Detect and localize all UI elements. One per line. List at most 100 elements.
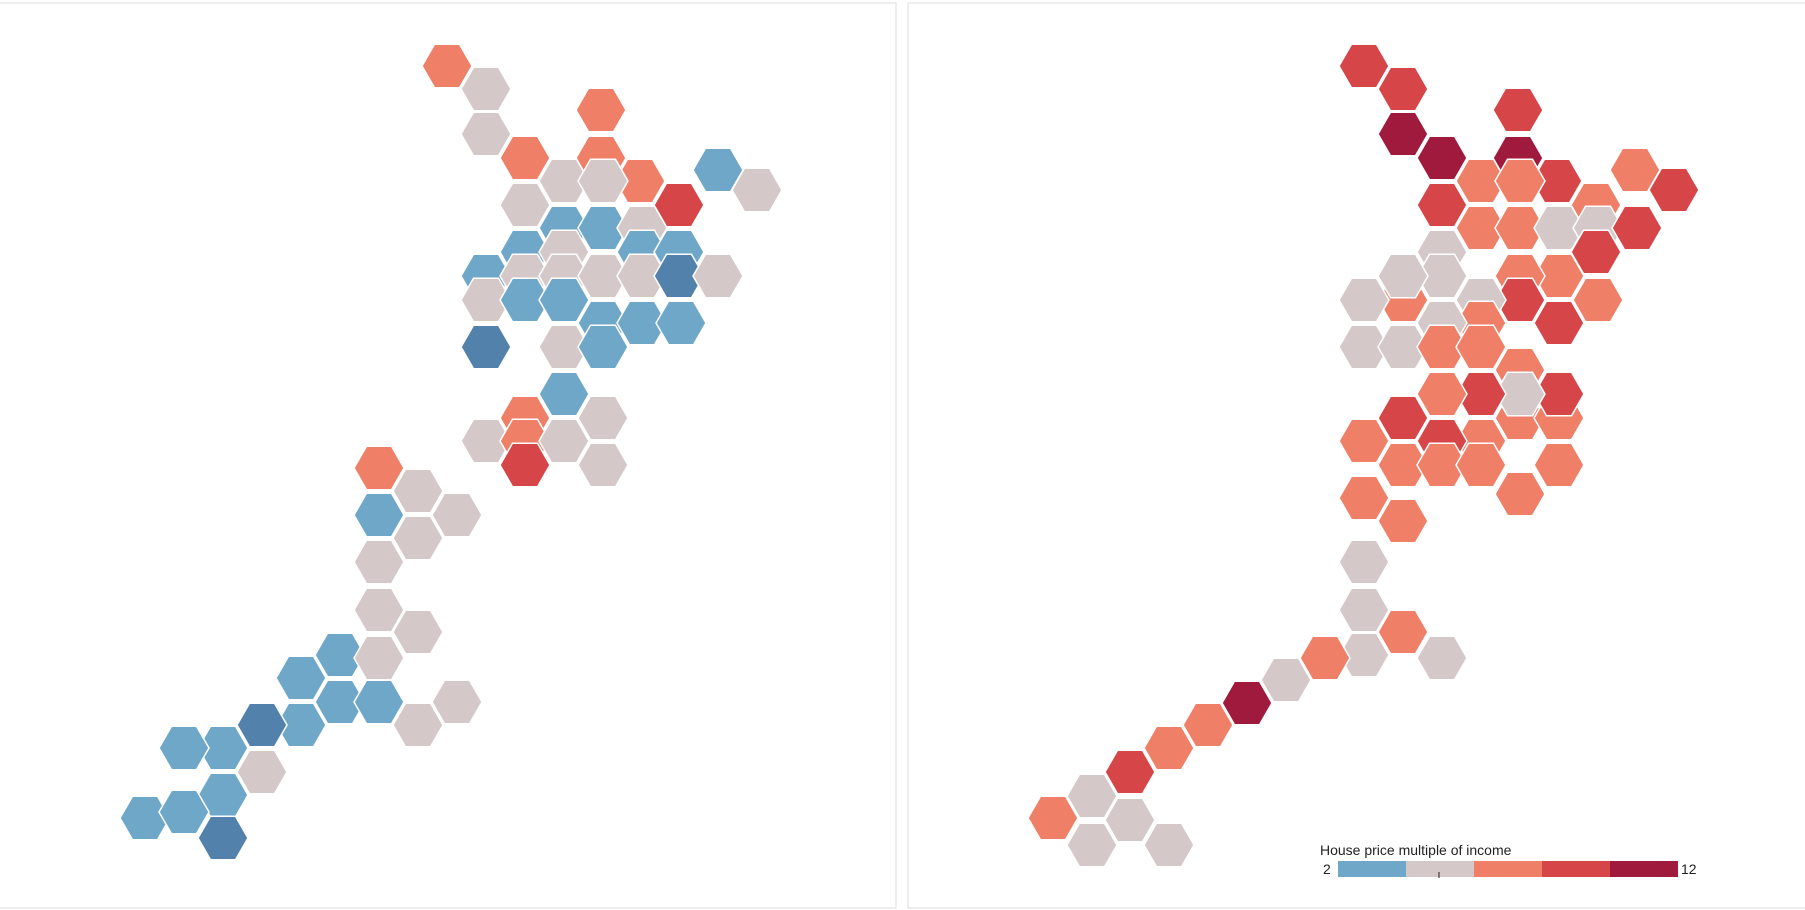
hex-tile	[353, 492, 405, 538]
hex-tile	[1338, 587, 1390, 633]
hex-tile	[1338, 324, 1390, 370]
hex-tile	[392, 468, 444, 514]
hex-tile	[1377, 66, 1429, 112]
hex-tile	[1377, 253, 1429, 299]
hex-tile	[538, 277, 590, 323]
legend-bin	[1610, 861, 1678, 877]
hex-tile	[499, 182, 551, 228]
hex-tile	[236, 749, 288, 795]
legend-bin	[1474, 861, 1542, 877]
hex-tile	[1338, 418, 1390, 464]
hex-tile	[577, 395, 629, 441]
hex-tile	[460, 111, 512, 157]
hex-tile	[431, 679, 483, 725]
hex-tile	[1455, 442, 1507, 488]
hex-tile	[538, 418, 590, 464]
hex-tile	[1533, 442, 1585, 488]
legend: House price multiple of income 2 12	[1320, 842, 1697, 878]
hex-tile	[460, 324, 512, 370]
hex-tile	[1338, 475, 1390, 521]
hex-tile	[197, 815, 249, 861]
hex-tile	[577, 324, 629, 370]
legend-bin	[1542, 861, 1610, 877]
hex-tile	[1377, 442, 1429, 488]
hex-tile	[353, 539, 405, 585]
hex-tile	[460, 277, 512, 323]
hex-tile	[1572, 277, 1624, 323]
hex-tile	[731, 167, 783, 213]
hex-tile	[1377, 609, 1429, 655]
legend-max-label: 12	[1681, 861, 1697, 877]
hex-tile	[1455, 324, 1507, 370]
hex-tile	[577, 253, 629, 299]
hex-tile	[538, 371, 590, 417]
hex-tile	[1494, 471, 1546, 517]
hex-tile	[392, 609, 444, 655]
hex-tile	[1494, 205, 1546, 251]
hex-tile	[616, 300, 668, 346]
hex-tile	[1609, 147, 1661, 193]
hex-tile	[460, 418, 512, 464]
hex-tile	[1066, 773, 1118, 819]
hex-tile	[460, 66, 512, 112]
hex-tile	[1143, 822, 1195, 868]
hex-tile	[577, 205, 629, 251]
hex-tile	[1338, 539, 1390, 585]
legend-color-bar	[1338, 861, 1678, 877]
hex-tile	[653, 182, 705, 228]
left-panel	[0, 2, 897, 909]
hex-tile	[577, 442, 629, 488]
hex-tile	[236, 702, 288, 748]
hex-tile	[1416, 371, 1468, 417]
hex-tile	[1416, 635, 1468, 681]
hex-tile	[1648, 167, 1700, 213]
hex-tile	[1492, 87, 1544, 133]
hex-tile	[1377, 498, 1429, 544]
hex-tile	[119, 795, 171, 841]
hex-tile	[1611, 205, 1663, 251]
hex-tile	[392, 515, 444, 561]
hex-tile	[1533, 300, 1585, 346]
hex-tile	[1260, 657, 1312, 703]
hex-tile	[353, 679, 405, 725]
hex-tile	[1221, 680, 1273, 726]
hex-tile	[1377, 324, 1429, 370]
hex-tile	[1416, 324, 1468, 370]
hex-tile	[1338, 43, 1390, 89]
hex-tile	[353, 587, 405, 633]
hex-tile	[314, 632, 366, 678]
hex-tile	[1494, 158, 1546, 204]
hex-tile	[538, 158, 590, 204]
hex-tile	[616, 253, 668, 299]
hex-tile	[499, 442, 551, 488]
hex-tile	[1338, 277, 1390, 323]
hex-tile	[692, 253, 744, 299]
legend-min-label: 2	[1323, 861, 1331, 877]
right-hex-map	[1027, 43, 1700, 868]
hex-tile	[314, 679, 366, 725]
hex-tile	[499, 277, 551, 323]
hex-tile	[1416, 182, 1468, 228]
hex-tile	[1570, 229, 1622, 275]
hex-tile	[1455, 205, 1507, 251]
hex-tile	[275, 655, 327, 701]
hex-tile	[499, 135, 551, 181]
hex-tile	[158, 725, 210, 771]
hex-tile	[392, 702, 444, 748]
legend-bin	[1338, 861, 1406, 877]
left-hex-map	[119, 43, 783, 861]
legend-title: House price multiple of income	[1320, 842, 1512, 858]
hex-tile	[158, 789, 210, 835]
hex-tile	[577, 158, 629, 204]
hex-tile	[1416, 135, 1468, 181]
hex-tile	[1104, 749, 1156, 795]
hex-tile	[1143, 725, 1195, 771]
hex-tile	[653, 253, 705, 299]
hex-tile	[1377, 395, 1429, 441]
hex-tile	[1377, 111, 1429, 157]
hex-tile	[1455, 158, 1507, 204]
hex-tile	[1066, 822, 1118, 868]
hex-tile	[575, 87, 627, 133]
hex-tile	[1182, 702, 1234, 748]
hex-tile	[655, 300, 707, 346]
